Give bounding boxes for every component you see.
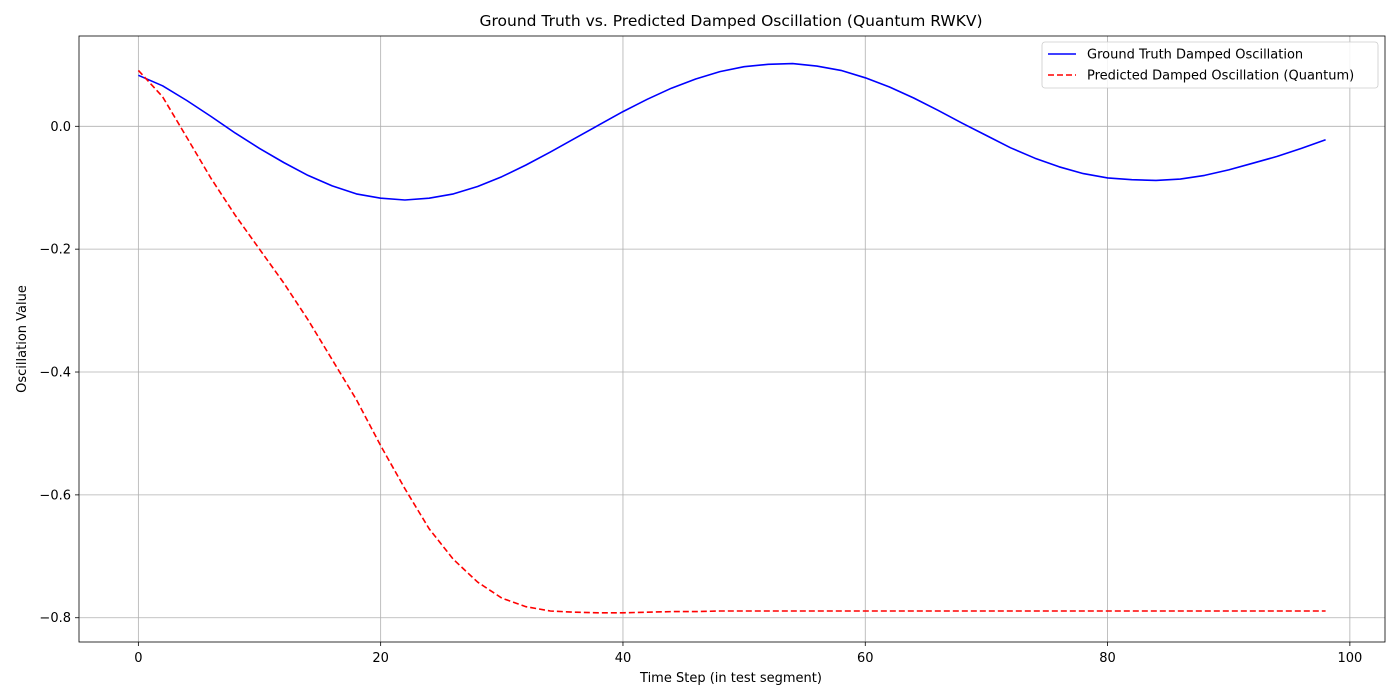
- legend-box: [1041, 41, 1379, 89]
- y-tick-label: −0.8: [39, 611, 71, 626]
- x-tick-label: 40: [615, 651, 632, 666]
- series-line-ground-truth: [138, 62, 1326, 201]
- series-line-predicted: [137, 69, 1326, 614]
- y-tick-label: −0.4: [39, 366, 71, 381]
- x-axis-label: Time Step (in test segment): [639, 671, 822, 686]
- y-tick-label: −0.6: [39, 488, 71, 503]
- legend-entry-label: Ground Truth Damped Oscillation: [1087, 48, 1303, 63]
- legend-entry-label: Predicted Damped Oscillation (Quantum): [1087, 69, 1354, 84]
- y-tick-label: 0.0: [50, 120, 71, 135]
- y-tick-label: −0.2: [39, 243, 71, 258]
- x-tick-label: 20: [372, 651, 389, 666]
- x-tick-label: 60: [857, 651, 874, 666]
- x-tick-label: 80: [1099, 651, 1116, 666]
- axes-frame: [78, 35, 1386, 643]
- y-axis-label: Oscillation Value: [15, 285, 30, 393]
- plot-area: 0 20 40 60 80 100 0.0 −0.2 −0.4 −0.6 −0.8 Ground Tr…: [39, 35, 1386, 666]
- chart-title: Ground Truth vs. Predicted Damped Oscill…: [479, 12, 982, 30]
- x-tick-label: 0: [134, 651, 142, 666]
- legend: Ground Truth Damped Oscillation Predicted…: [1041, 41, 1379, 89]
- x-tick-label: 100: [1337, 651, 1362, 666]
